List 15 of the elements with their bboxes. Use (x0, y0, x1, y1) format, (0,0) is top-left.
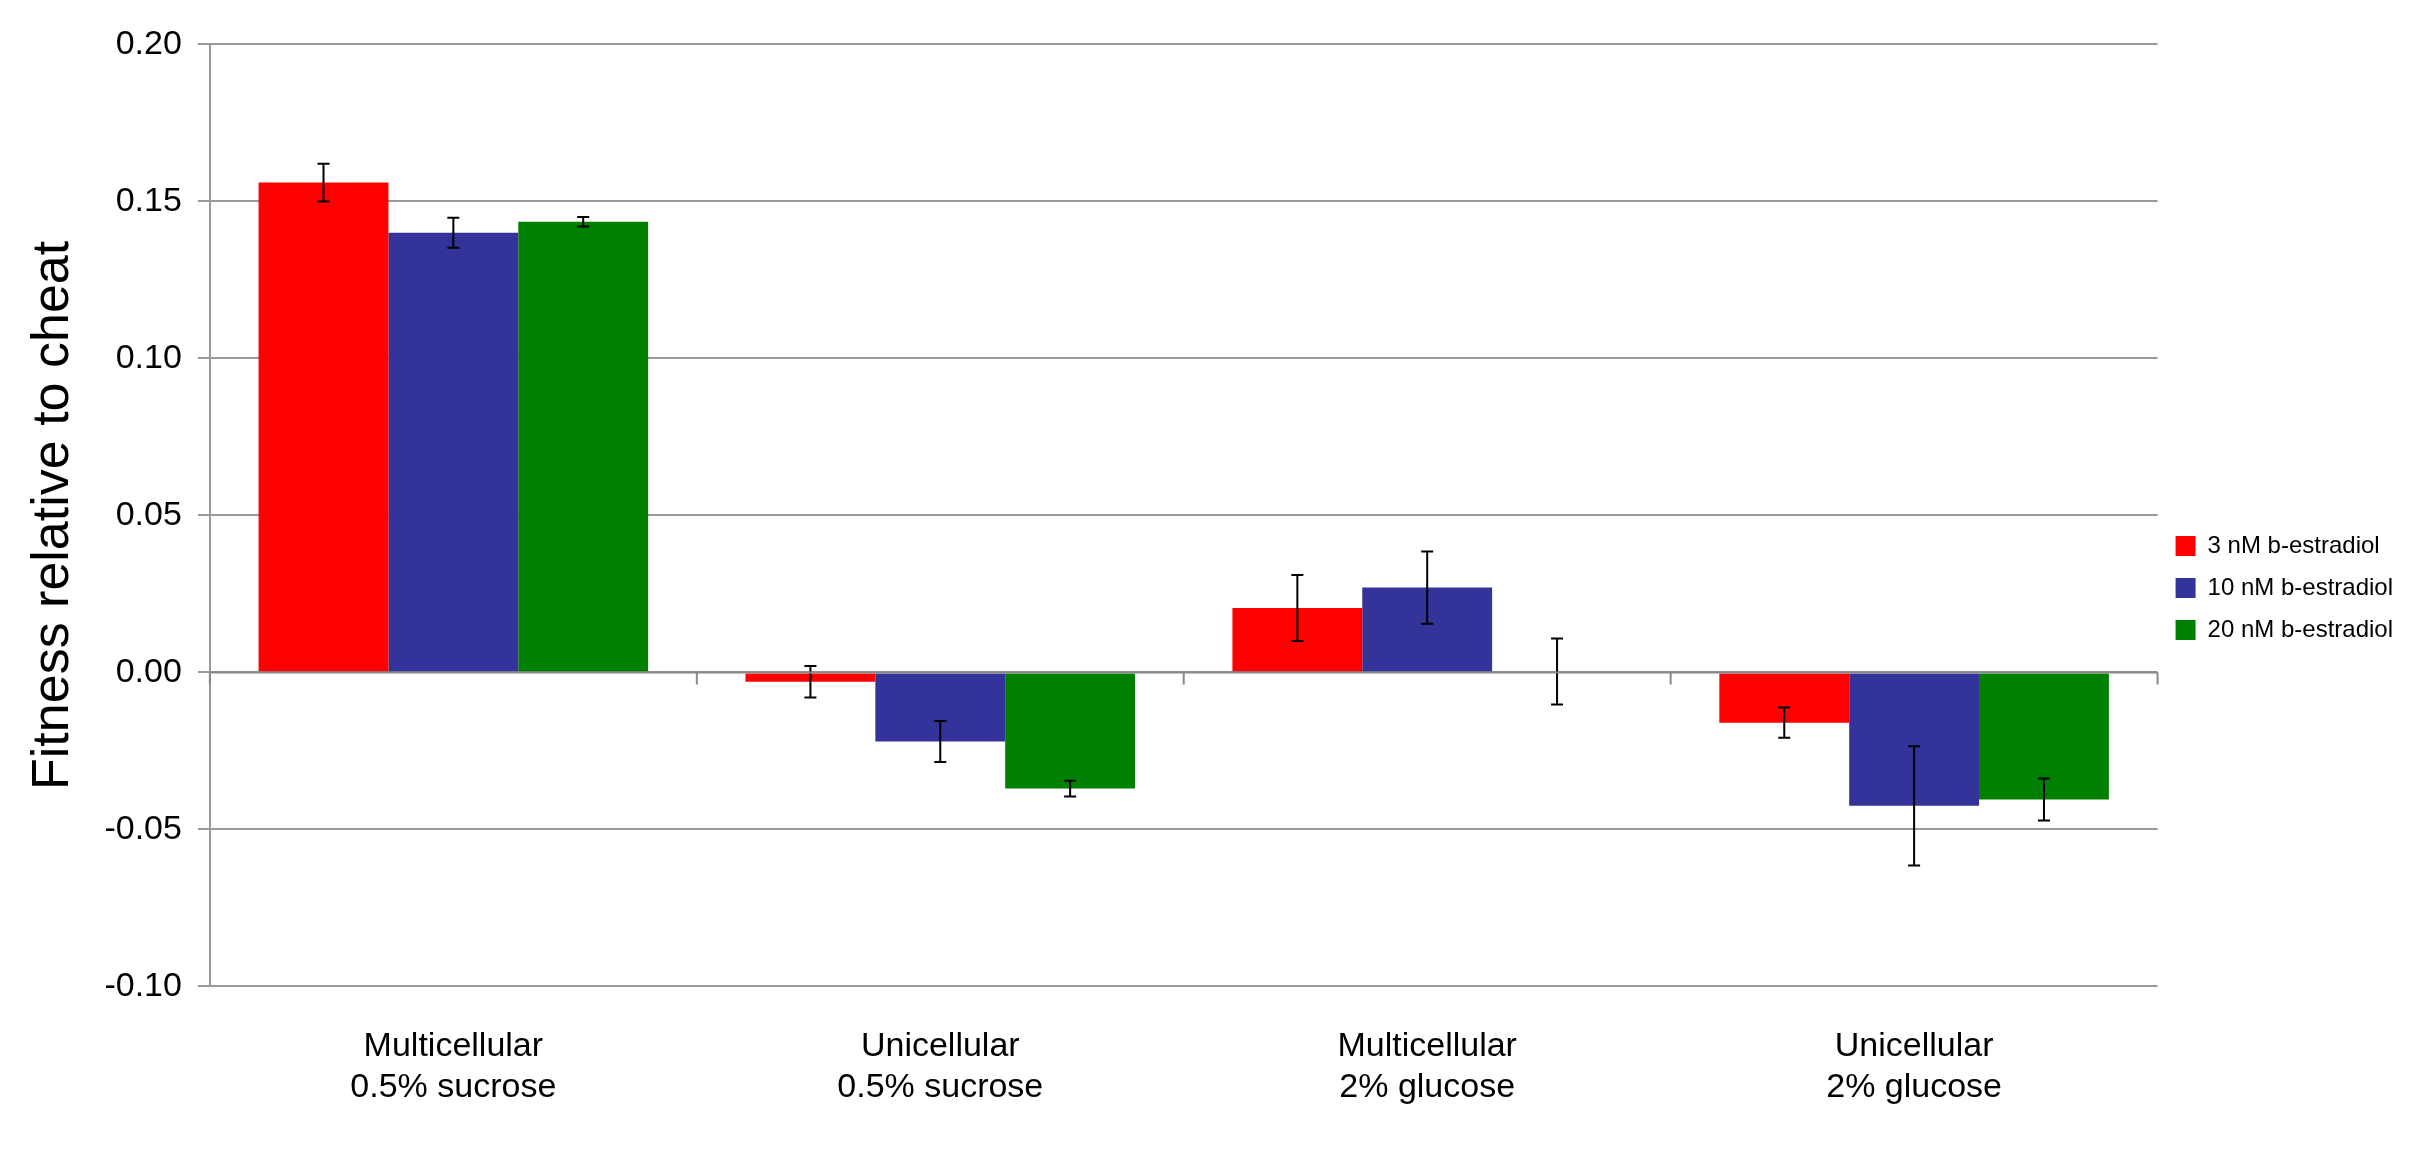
y-tick-label: -0.10 (104, 964, 182, 1003)
legend-label: 3 nM b-estradiol (2207, 530, 2380, 558)
y-tick-label: 0.00 (115, 650, 182, 689)
y-tick-label: 0.05 (115, 493, 182, 532)
legend-label: 20 nM b-estradiol (2207, 614, 2394, 642)
y-tick-label: 0.10 (115, 336, 182, 375)
legend-label: 10 nM b-estradiol (2207, 572, 2394, 600)
x-tick-label: Unicellular 0.5% sucrose (837, 1025, 1044, 1104)
y-tick-label: 0.15 (115, 179, 182, 218)
x-tick-label: Multicellular 2% glucose (1337, 1025, 1517, 1104)
y-tick-label: -0.05 (104, 807, 182, 846)
x-tick-label: Unicellular 2% glucose (1826, 1025, 2003, 1104)
x-tick-label: Multicellular 0.5% sucrose (350, 1025, 557, 1104)
y-tick-label: 0.20 (115, 22, 182, 61)
y-axis-title: Fitness relative to cheat (20, 240, 79, 790)
